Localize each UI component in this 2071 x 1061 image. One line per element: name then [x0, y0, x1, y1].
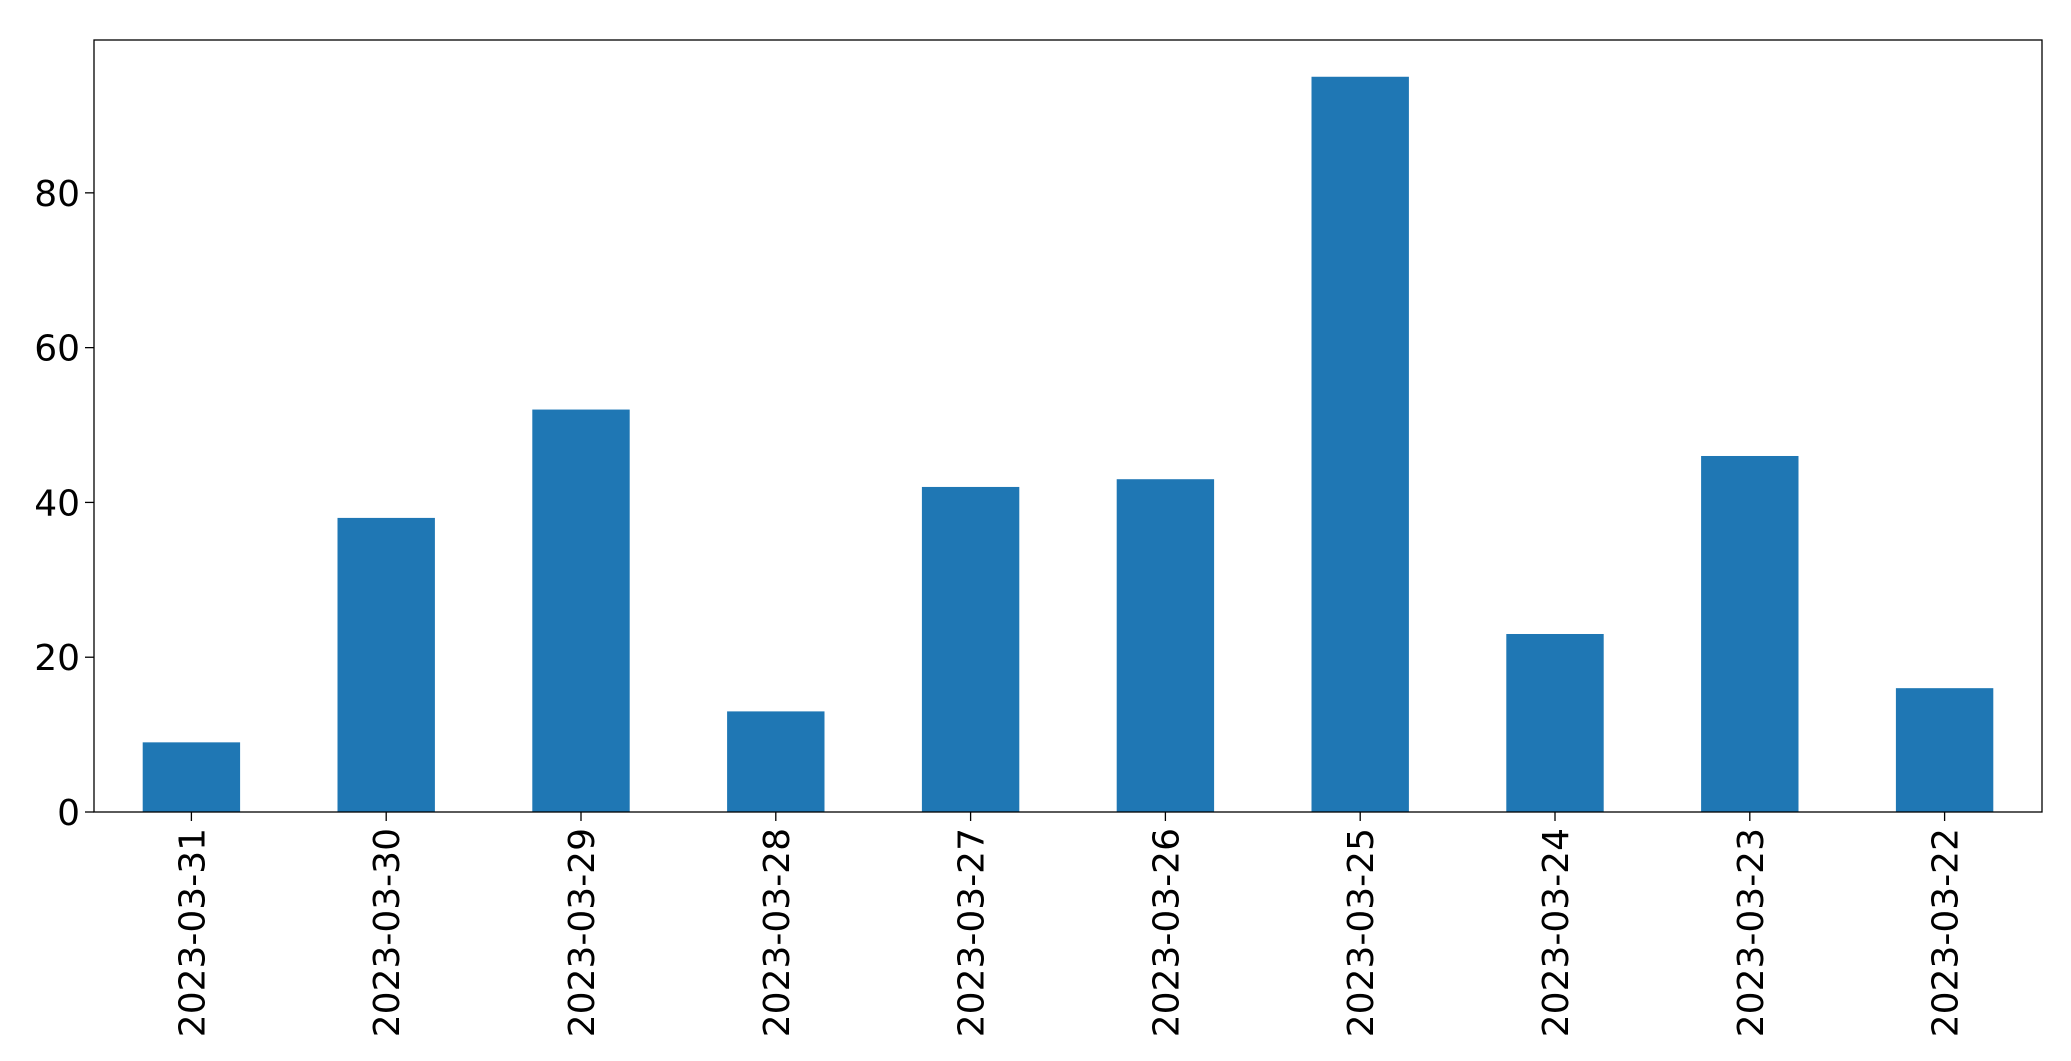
- y-tick-label: 40: [34, 483, 80, 524]
- bar: [1311, 76, 1409, 812]
- x-tick-label: 2023-03-30: [367, 828, 408, 1037]
- y-tick-label: 20: [34, 638, 80, 679]
- x-tick-label: 2023-03-22: [1926, 828, 1967, 1037]
- bar: [1506, 633, 1604, 812]
- x-tick-label: 2023-03-26: [1146, 828, 1187, 1037]
- x-tick-label: 2023-03-24: [1536, 828, 1577, 1037]
- bar: [337, 517, 435, 812]
- bar: [1116, 479, 1215, 812]
- x-tick-label: 2023-03-31: [172, 828, 213, 1037]
- x-tick-label: 2023-03-29: [562, 828, 603, 1037]
- bar: [142, 742, 241, 812]
- x-tick-label: 2023-03-23: [1731, 828, 1772, 1037]
- y-tick-label: 60: [34, 329, 80, 370]
- bar: [532, 409, 630, 812]
- y-tick-label: 80: [34, 174, 80, 215]
- x-tick-label: 2023-03-27: [952, 828, 993, 1037]
- x-tick-label: 2023-03-28: [757, 828, 798, 1037]
- bar: [1701, 455, 1799, 812]
- x-tick-label: 2023-03-25: [1341, 828, 1382, 1037]
- bar: [921, 486, 1020, 812]
- bar: [727, 711, 825, 812]
- bar: [1895, 688, 1994, 812]
- plot-frame: [93, 39, 2043, 813]
- y-tick-label: 0: [57, 793, 80, 834]
